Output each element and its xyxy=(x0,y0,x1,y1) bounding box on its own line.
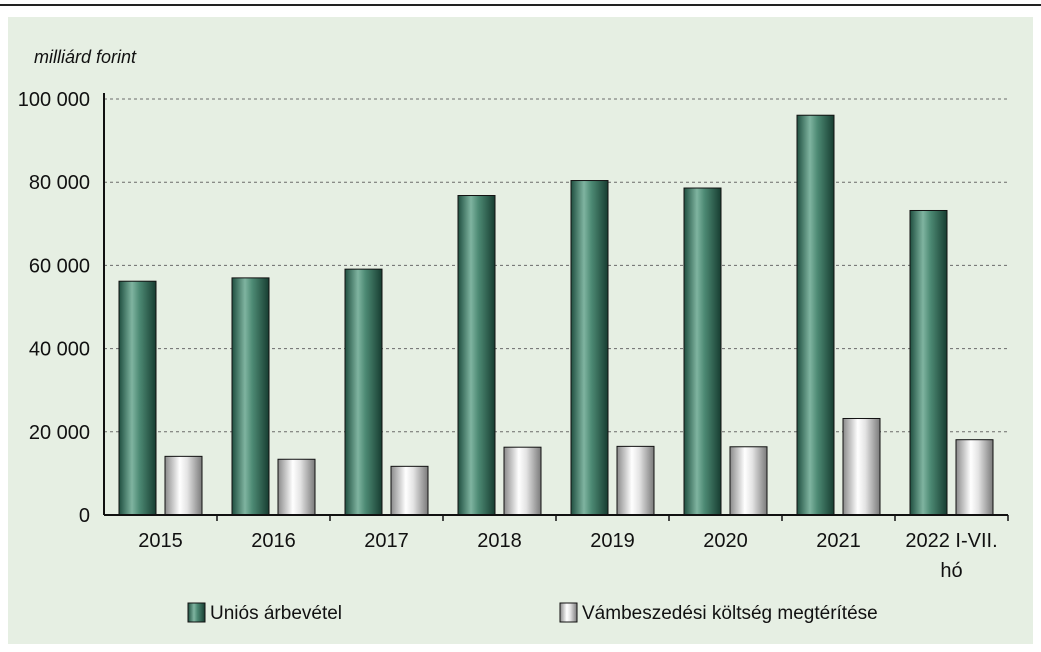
chart-panel: milliárd forint 0 20 000 40 000 60 000 80 00… xyxy=(8,17,1033,644)
bar-unios-arbevetel xyxy=(231,277,270,516)
bar-vambeszedesi-koltseg xyxy=(729,446,768,516)
x-tick-label: 2020 xyxy=(703,530,748,552)
bar-vambeszedesi-koltseg xyxy=(277,458,316,516)
x-tick-label: hó xyxy=(940,560,962,582)
y-axis-ticks: 0 20 000 40 000 60 000 80 000 100 000 xyxy=(18,89,90,527)
bar-series xyxy=(118,114,994,516)
y-tick-label: 0 xyxy=(79,505,90,527)
bar-unios-arbevetel xyxy=(570,180,609,516)
x-tick-label: 2017 xyxy=(364,530,409,552)
y-tick-label: 20 000 xyxy=(29,422,90,444)
bar-unios-arbevetel xyxy=(796,114,835,516)
top-rule xyxy=(0,4,1041,6)
axes xyxy=(103,93,1008,516)
legend-label: Uniós árbevétel xyxy=(210,603,342,624)
bar-unios-arbevetel xyxy=(344,268,383,516)
y-tick-label: 60 000 xyxy=(29,255,90,277)
x-tick-label: 2022 I-VII. xyxy=(905,530,997,552)
x-tick-label: 2021 xyxy=(816,530,861,552)
y-tick-label: 40 000 xyxy=(29,339,90,361)
legend-swatch xyxy=(559,602,578,623)
x-tick-label: 2019 xyxy=(590,530,635,552)
bar-unios-arbevetel xyxy=(118,280,157,516)
bar-vambeszedesi-koltseg xyxy=(503,446,542,516)
legend-swatch xyxy=(187,602,206,623)
y-tick-label: 80 000 xyxy=(29,172,90,194)
x-axis-ticks: 2015 2016 2017 2018 2019 2020 2021 2022 I-VII. h… xyxy=(138,515,1009,582)
bar-unios-arbevetel xyxy=(683,187,722,516)
bar-chart: milliárd forint 0 20 000 40 000 60 000 80 00… xyxy=(18,47,1009,624)
bar-vambeszedesi-koltseg xyxy=(616,445,655,516)
legend-label: Vámbeszedési költség megtérítése xyxy=(582,603,878,624)
bar-vambeszedesi-koltseg xyxy=(842,417,881,516)
bar-vambeszedesi-koltseg xyxy=(955,439,994,516)
x-tick-label: 2018 xyxy=(477,530,522,552)
y-tick-label: 100 000 xyxy=(18,89,90,111)
x-tick-label: 2016 xyxy=(251,530,296,552)
x-tick-label: 2015 xyxy=(138,530,183,552)
bar-unios-arbevetel xyxy=(909,209,948,516)
bar-vambeszedesi-koltseg xyxy=(390,465,429,516)
legend: Uniós árbevétel Vámbeszedési költség megt… xyxy=(187,602,878,624)
bar-unios-arbevetel xyxy=(457,195,496,516)
bar-vambeszedesi-koltseg xyxy=(164,455,203,516)
y-unit-label: milliárd forint xyxy=(34,47,137,67)
